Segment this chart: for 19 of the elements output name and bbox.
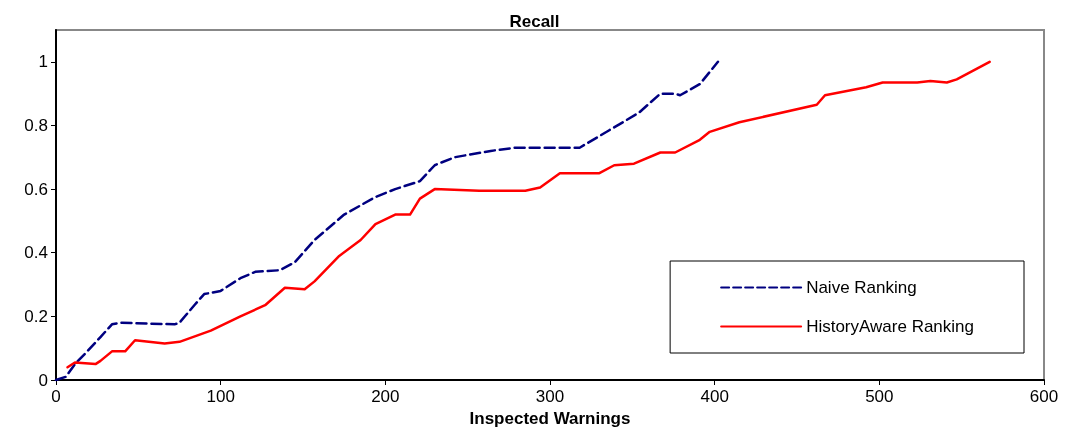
y-tick-label: 0 (38, 370, 48, 390)
y-tick-label: 1 (38, 52, 48, 72)
line-series (66, 60, 991, 369)
x-tick-label: 100 (206, 387, 235, 406)
y-tick-label: 0.2 (24, 306, 48, 326)
x-tick-label: 300 (535, 387, 565, 406)
line-series (54, 60, 720, 382)
y-tick-label: 0.4 (24, 243, 48, 263)
x-tick-label: 200 (371, 387, 400, 406)
y-tick-label: 0.8 (24, 115, 48, 135)
legend-label: Naive Ranking (806, 278, 917, 297)
legend-label: HistoryAware Ranking (806, 317, 975, 336)
x-tick-label: 400 (700, 387, 729, 406)
x-tick-label: 0 (51, 387, 61, 406)
y-tick-label: 0.6 (24, 179, 48, 199)
x-axis-title: Inspected Warnings (469, 409, 631, 428)
x-tick-label: 500 (865, 387, 894, 406)
chart-title: Recall (509, 12, 560, 31)
x-tick-label: 600 (1029, 387, 1059, 406)
